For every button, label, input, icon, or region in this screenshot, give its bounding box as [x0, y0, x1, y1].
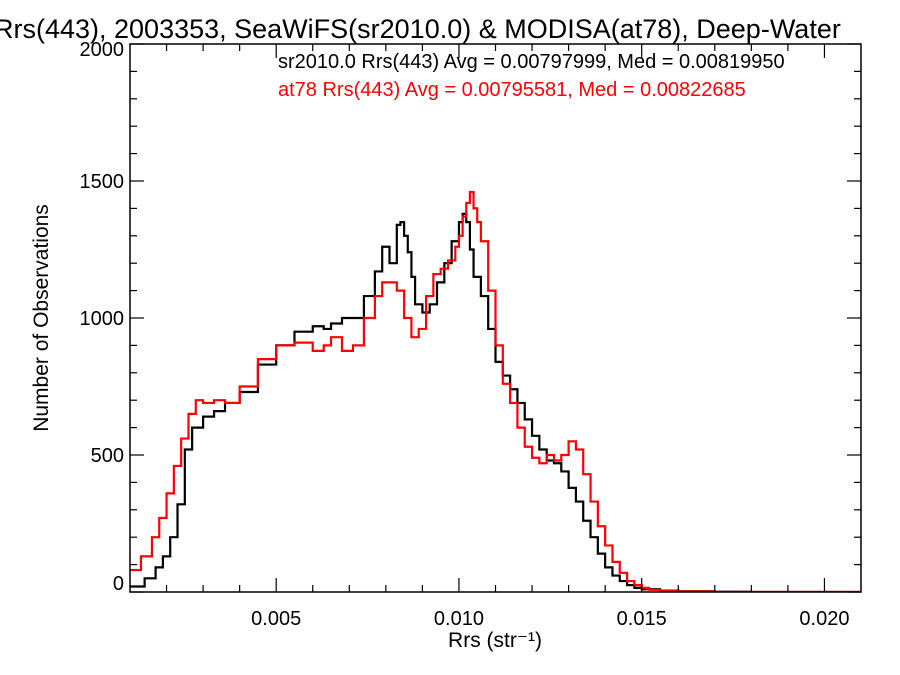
- y-tick-label: 2000: [80, 39, 125, 61]
- y-axis-label: Number of Observations: [30, 204, 53, 432]
- tick-label-layer: 0.005 0.010 0.015 0.020 0 500 1000 1500 2000: [80, 39, 850, 630]
- y-tick-label: 500: [91, 445, 124, 467]
- series-line-at78: [130, 190, 861, 592]
- x-axis-label: Rrs (str⁻¹): [448, 629, 542, 652]
- x-tick-label: 0.010: [434, 608, 484, 630]
- tick-layer: [130, 43, 861, 593]
- series-layer: [130, 190, 861, 592]
- annotation-at78: at78 Rrs(443) Avg = 0.00795581, Med = 0.…: [278, 79, 746, 101]
- x-tick-label: 0.020: [799, 608, 849, 630]
- chart-title: Rrs(443), 2003353, SeaWiFS(sr2010.0) & M…: [0, 14, 841, 44]
- annotation-sr2010: sr2010.0 Rrs(443) Avg = 0.00797999, Med …: [278, 51, 785, 73]
- y-tick-label: 1500: [80, 171, 125, 193]
- y-tick-label: 0: [113, 573, 124, 595]
- y-tick-label: 1000: [80, 308, 125, 330]
- x-tick-label: 0.005: [251, 608, 301, 630]
- x-tick-label: 0.015: [617, 608, 667, 630]
